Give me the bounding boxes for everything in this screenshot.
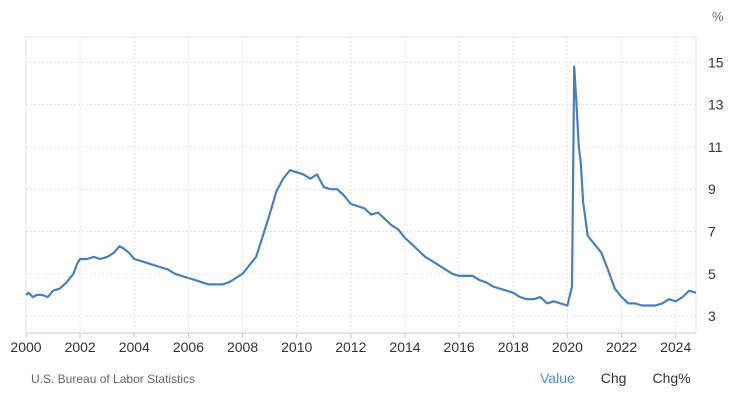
unit-label: % (712, 9, 724, 24)
series-line (25, 65, 697, 307)
x-tick-label: 2002 (65, 339, 96, 355)
x-tick-label: 2000 (10, 339, 41, 355)
x-tick-label: 2012 (335, 339, 366, 355)
x-tick-label: 2008 (227, 339, 258, 355)
y-tick-label: 7 (708, 224, 716, 240)
x-tick-label: 2020 (552, 339, 583, 355)
x-tick-label: 2004 (119, 339, 150, 355)
x-tick-label: 2006 (173, 339, 204, 355)
y-tick-label: 13 (708, 97, 724, 113)
y-tick-label: 3 (708, 308, 716, 324)
x-tick-label: 2018 (498, 339, 529, 355)
x-axis-ticks: 2000 2002 2004 2006 2008 2010 2012 2014 2016 2018… (10, 333, 691, 355)
y-tick-label: 9 (708, 181, 716, 197)
tab-value[interactable]: Value (540, 370, 575, 386)
x-tick-label: 2024 (660, 339, 691, 355)
x-tick-label: 2010 (281, 339, 312, 355)
tab-chg-percent[interactable]: Chg% (652, 370, 691, 386)
x-tick-label: 2014 (389, 339, 420, 355)
grid-lines (25, 36, 697, 334)
x-tick-label: 2016 (444, 339, 475, 355)
y-tick-label: 5 (708, 266, 716, 282)
view-tabs: Value Chg Chg% (540, 370, 691, 386)
tab-chg[interactable]: Chg (600, 370, 627, 386)
y-axis-ticks: 3 5 7 9 11 13 15 (708, 54, 724, 324)
y-tick-label: 11 (708, 139, 723, 155)
plot-frame (25, 36, 697, 334)
series-line-group (25, 65, 697, 307)
source-label: U.S. Bureau of Labor Statistics (31, 372, 196, 386)
x-tick-label: 2022 (606, 339, 637, 355)
y-tick-label: 15 (708, 54, 724, 70)
